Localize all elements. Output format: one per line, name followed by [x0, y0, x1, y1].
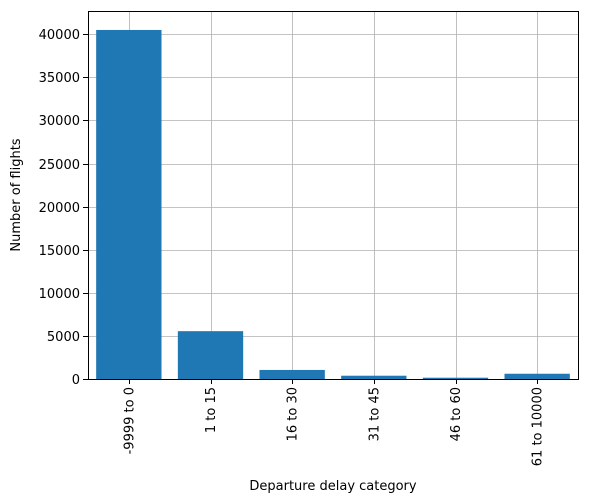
axis-ticks: 0 5000 10000 15000 20000 25000 30000 35000 40000… — [39, 28, 546, 466]
x-tick-label: 61 to 10000 — [531, 387, 546, 466]
y-tick-label: 30000 — [39, 114, 80, 129]
y-tick-label: 5000 — [47, 330, 80, 345]
grid-lines — [88, 11, 578, 380]
bar — [259, 369, 325, 379]
x-tick-label: 46 to 60 — [449, 387, 464, 441]
x-tick-label: 1 to 15 — [204, 387, 219, 433]
y-tick-label: 35000 — [39, 71, 80, 86]
y-tick-label: 10000 — [39, 287, 80, 302]
bar — [422, 377, 489, 379]
y-tick-label: 40000 — [39, 28, 80, 43]
bar — [504, 373, 570, 379]
y-axis-title: Number of flights — [9, 138, 24, 251]
bar — [96, 29, 162, 380]
x-tick-label: 16 to 30 — [286, 387, 301, 441]
y-tick-label: 20000 — [39, 201, 80, 216]
x-axis-title: Departure delay category — [249, 479, 417, 494]
y-tick-label: 25000 — [39, 158, 80, 173]
y-tick-label: 0 — [72, 373, 80, 388]
bar — [341, 375, 407, 379]
plot-area-frame — [88, 11, 579, 380]
y-tick-label: 15000 — [39, 244, 80, 259]
bar — [177, 331, 244, 379]
bars — [96, 29, 570, 380]
x-tick-label: -9999 to 0 — [122, 387, 137, 454]
x-tick-label: 31 to 45 — [367, 387, 382, 441]
